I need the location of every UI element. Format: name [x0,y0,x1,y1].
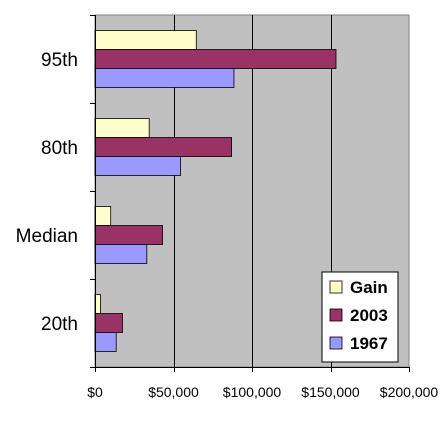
legend-label-2003: 2003 [350,306,388,325]
bar-95th-1967 [94,68,235,88]
x-tick-label-50000: $50,000 [148,384,199,400]
bar-median-gain [94,206,112,226]
category-label-80th: 80th [41,138,78,159]
bar-20th-1967 [94,332,117,352]
bar-median-2003 [94,225,163,245]
x-tick-label-150000: $150,000 [301,384,360,400]
bar-80th-gain [94,118,150,138]
legend-swatch-1967 [329,336,343,350]
bar-95th-2003 [94,49,337,69]
axes [90,15,410,372]
bar-median-1967 [94,244,148,264]
category-label-20th: 20th [41,314,78,335]
bar-80th-2003 [94,137,232,157]
legend-label-gain: Gain [350,278,388,297]
bar-20th-2003 [94,313,123,333]
category-label-median: Median [16,226,78,247]
legend-swatch-2003 [329,308,343,322]
category-label-95th: 95th [41,50,78,71]
tick-labels: $0 $50,000 $100,000 $150,000 $200,000 [87,384,438,400]
x-tick-label-100000: $100,000 [223,384,282,400]
bar-80th-1967 [94,156,181,176]
x-tick-label-200000: $200,000 [380,384,439,400]
category-labels: 20th Median 80th 95th [16,50,78,335]
legend: Gain 2003 1967 [321,271,399,363]
legend-swatch-gain [329,280,343,294]
x-tick-label-0: $0 [87,384,103,400]
legend-label-1967: 1967 [350,334,388,353]
bar-95th-gain [94,30,197,50]
